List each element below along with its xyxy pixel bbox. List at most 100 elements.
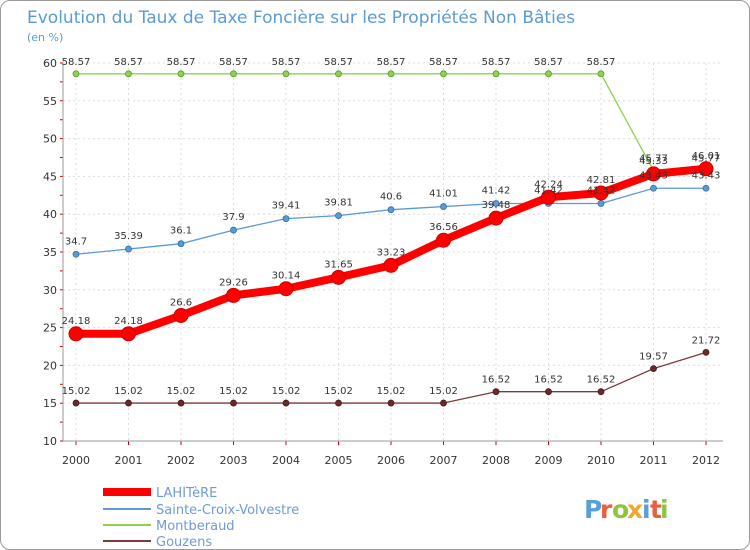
data-point xyxy=(440,399,447,407)
data-point xyxy=(335,70,342,78)
data-point xyxy=(121,326,136,342)
data-label: 19.57 xyxy=(639,352,668,363)
data-label: 16.52 xyxy=(534,375,563,386)
axes: 10 15 20 25 30 35 40 45 50 55 60 2000 2001 2002 2003 20… xyxy=(43,57,723,467)
data-label: 34.7 xyxy=(65,236,87,247)
x-tick-label: 2010 xyxy=(587,454,615,467)
logo-letter: r xyxy=(600,495,613,524)
data-point xyxy=(702,184,710,192)
data-label: 45.77 xyxy=(692,154,721,165)
data-point xyxy=(177,70,185,78)
data-point xyxy=(173,308,189,324)
y-tick-label: 60 xyxy=(43,57,57,70)
data-point xyxy=(597,200,605,207)
data-point xyxy=(282,70,290,78)
data-label: 36.1 xyxy=(170,226,192,237)
data-label: 58.57 xyxy=(429,57,458,68)
y-tick-label: 45 xyxy=(43,170,57,183)
data-point xyxy=(440,70,447,78)
data-label: 42.81 xyxy=(587,175,616,186)
x-tick-label: 2012 xyxy=(692,454,720,467)
data-label: 45.33 xyxy=(639,156,668,167)
legend-label: LAHITèRE xyxy=(156,486,217,501)
logo-letter: P xyxy=(584,495,602,524)
data-labels: 15.02 15.02 15.02 15.02 15.02 15.02 15.02 15.02… xyxy=(62,57,721,397)
x-tick-label: 2005 xyxy=(325,454,353,467)
data-point xyxy=(72,399,80,407)
logo-letter: o xyxy=(612,495,629,524)
data-label: 46.01 xyxy=(692,151,721,162)
y-tick-label: 55 xyxy=(43,95,57,108)
data-label: 58.57 xyxy=(272,57,301,68)
x-tick-label: 2008 xyxy=(482,454,510,467)
data-label: 24.18 xyxy=(114,316,143,327)
legend-label: Montberaud xyxy=(156,519,235,534)
data-point xyxy=(597,388,605,396)
data-label: 41.42 xyxy=(587,185,616,196)
data-point xyxy=(492,388,500,396)
data-label: 21.72 xyxy=(692,335,721,346)
data-label: 16.52 xyxy=(482,375,511,386)
data-label: 58.57 xyxy=(534,57,563,68)
data-point xyxy=(177,240,185,248)
data-point xyxy=(226,287,241,303)
data-point xyxy=(72,70,80,78)
data-label: 43.43 xyxy=(639,170,668,181)
data-point xyxy=(488,210,504,226)
data-point xyxy=(278,281,294,297)
data-label: 35.39 xyxy=(114,231,143,242)
data-label: 15.02 xyxy=(377,386,406,397)
data-point xyxy=(230,399,237,407)
data-label: 15.02 xyxy=(114,386,143,397)
x-tick-label: 2000 xyxy=(62,454,90,467)
data-label: 41.01 xyxy=(429,189,458,200)
data-label: 15.02 xyxy=(167,386,196,397)
data-label: 41.42 xyxy=(482,185,511,196)
data-label: 58.57 xyxy=(587,57,616,68)
chart-subtitle: (en %) xyxy=(27,31,63,44)
data-point xyxy=(282,215,290,223)
data-label: 43.43 xyxy=(692,170,721,181)
data-point xyxy=(335,399,342,407)
data-label: 26.6 xyxy=(170,298,192,309)
x-tick-label: 2009 xyxy=(535,454,563,467)
data-point xyxy=(335,212,342,220)
data-label: 39.41 xyxy=(272,201,301,212)
y-tick-label: 25 xyxy=(43,322,57,335)
data-label: 58.57 xyxy=(219,57,248,68)
data-point xyxy=(593,185,609,201)
y-tick-label: 35 xyxy=(43,246,57,259)
data-label: 41.42 xyxy=(534,185,563,196)
data-label: 42.24 xyxy=(534,179,563,190)
data-point xyxy=(492,70,500,78)
data-point xyxy=(68,326,84,342)
y-tick-label: 30 xyxy=(43,284,57,297)
chart-title: Evolution du Taux de Taxe Foncière sur l… xyxy=(27,8,575,28)
data-label: 36.56 xyxy=(429,222,458,233)
data-label: 15.02 xyxy=(429,386,458,397)
data-point xyxy=(541,189,556,205)
data-label: 15.02 xyxy=(324,386,353,397)
series-lines xyxy=(68,70,714,407)
data-point xyxy=(125,399,132,407)
data-point xyxy=(650,184,657,192)
proxiti-logo: Pr oxi ti xyxy=(584,495,669,524)
data-point xyxy=(177,399,185,407)
data-point xyxy=(387,70,395,78)
x-tick-label: 2006 xyxy=(377,454,405,467)
logo-letter: i xyxy=(660,495,669,524)
data-label: 58.57 xyxy=(114,57,143,68)
data-label: 58.57 xyxy=(482,57,511,68)
data-point xyxy=(440,203,447,210)
data-label: 58.57 xyxy=(377,57,406,68)
data-label: 15.02 xyxy=(219,386,248,397)
y-tick-label: 40 xyxy=(43,208,57,221)
data-point xyxy=(545,388,552,396)
legend-label: Gouzens xyxy=(156,535,212,550)
data-point xyxy=(230,70,237,78)
data-point xyxy=(230,226,237,234)
logo-letter: i xyxy=(642,495,651,524)
data-point xyxy=(646,166,661,182)
x-tick-label: 2011 xyxy=(640,454,668,467)
x-tick-label: 2001 xyxy=(115,454,143,467)
